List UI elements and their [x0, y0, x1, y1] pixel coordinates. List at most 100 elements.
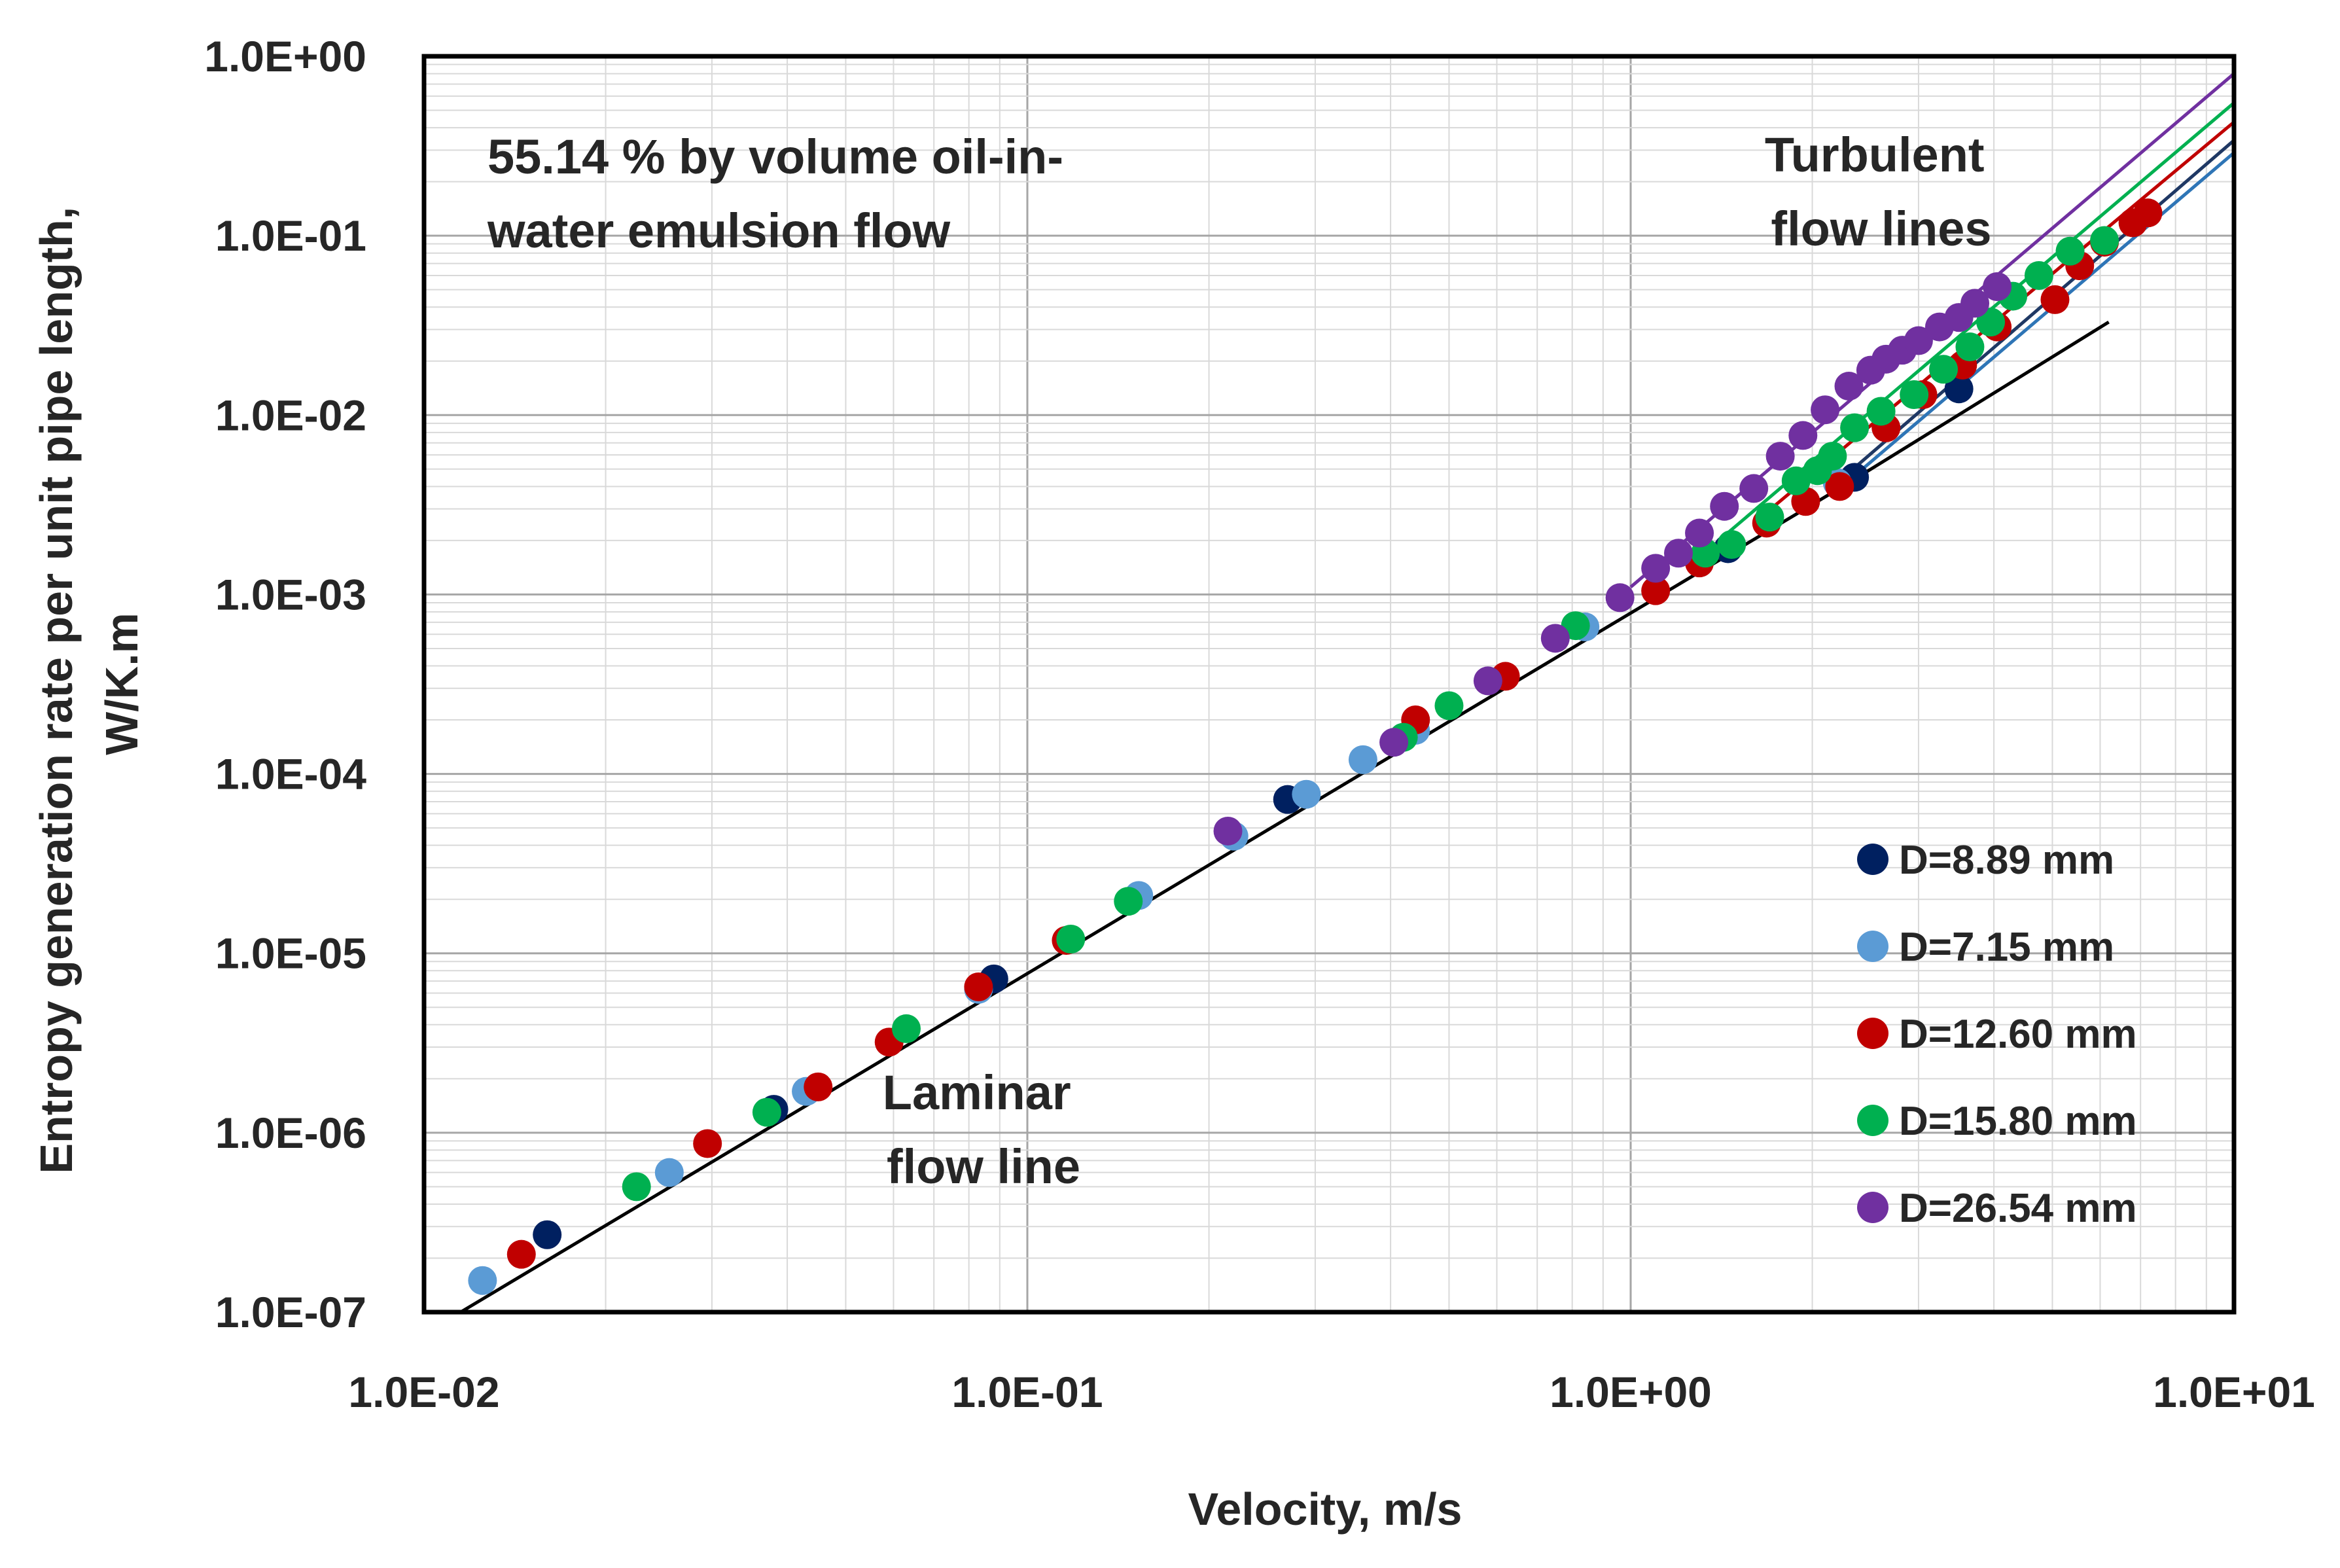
x-tick-label: 1.0E+00 — [1550, 1368, 1712, 1416]
legend-marker — [1857, 1192, 1888, 1223]
data-point — [2133, 198, 2163, 228]
annotation-turbulent-line-2: flow lines — [1771, 202, 1991, 256]
y-tick-label: 1.0E-04 — [215, 750, 366, 798]
data-point — [1904, 326, 1933, 355]
legend-label: D=8.89 mm — [1899, 838, 2114, 883]
annotation-laminar: Laminar flow line — [883, 1065, 1084, 1194]
data-point — [2040, 285, 2070, 314]
x-tick-label: 1.0E-02 — [348, 1368, 499, 1416]
data-point — [1641, 576, 1671, 605]
data-point — [654, 1158, 684, 1187]
data-point — [1900, 380, 1929, 410]
annotation-emulsion-line-2: water emulsion flow — [487, 204, 951, 258]
data-point — [622, 1172, 651, 1202]
laminar-flow-line — [459, 481, 1850, 1314]
data-point — [1739, 474, 1769, 503]
legend-marker — [1857, 1105, 1888, 1136]
data-point — [1605, 583, 1635, 613]
data-point — [1685, 518, 1714, 548]
data-point — [693, 1129, 722, 1158]
data-point — [1292, 779, 1321, 809]
data-point — [1825, 472, 1854, 501]
y-tick-label: 1.0E-01 — [215, 211, 366, 260]
x-tick-label: 1.0E-01 — [951, 1368, 1103, 1416]
data-point — [1213, 816, 1243, 846]
data-point — [1379, 728, 1409, 757]
data-point — [1818, 442, 1847, 471]
data-point — [1540, 624, 1570, 653]
data-point — [468, 1266, 497, 1295]
laminar-extension-line — [1848, 321, 2110, 484]
data-point — [1944, 374, 1974, 404]
data-point — [1710, 491, 1739, 521]
legend-label: D=26.54 mm — [1899, 1186, 2137, 1231]
legend: D=8.89 mm D=7.15 mm D=12.60 mm D=15.80 mm D=… — [1857, 838, 2137, 1231]
turbulent-line-d-8-89-mm — [1836, 139, 2235, 484]
legend-item-d-15-80-mm: D=15.80 mm — [1857, 1099, 2137, 1144]
legend-item-d-7-15-mm: D=7.15 mm — [1857, 925, 2114, 970]
data-point — [752, 1097, 781, 1127]
legend-label: D=7.15 mm — [1899, 925, 2114, 970]
data-point — [1866, 397, 1896, 426]
data-point — [1348, 745, 1377, 774]
x-axis-tick-labels: 1.0E-02 1.0E-01 1.0E+00 1.0E+01 — [348, 1368, 2314, 1416]
legend-marker — [1857, 1018, 1888, 1049]
turbulent-line-d-7-15-mm — [1836, 151, 2235, 492]
data-point — [2055, 236, 2085, 266]
data-point — [506, 1239, 536, 1269]
y-tick-label: 1.0E-06 — [215, 1109, 366, 1157]
y-axis-title: Entropy generation rate per unit pipe le… — [31, 194, 147, 1173]
legend-item-d-12-60-mm: D=12.60 mm — [1857, 1012, 2137, 1057]
data-point — [891, 1014, 921, 1043]
data-point — [2090, 226, 2119, 255]
data-point — [1765, 442, 1795, 471]
data-point — [1811, 395, 1840, 425]
data-point — [1929, 355, 1959, 384]
annotation-laminar-line-1: Laminar — [883, 1065, 1071, 1120]
data-point — [1781, 466, 1811, 495]
annotation-turbulent-line-1: Turbulent — [1765, 128, 1985, 182]
data-point — [804, 1072, 833, 1101]
data-point — [1717, 530, 1746, 560]
y-tick-label: 1.0E-07 — [215, 1288, 366, 1336]
annotation-emulsion-line-1: 55.14 % by volume oil-in- — [488, 130, 1063, 184]
data-points — [468, 198, 2163, 1295]
data-point — [1664, 539, 1693, 568]
data-point — [1960, 289, 1990, 318]
data-point — [1788, 421, 1818, 450]
plot-area-border — [421, 54, 2237, 1315]
y-tick-label: 1.0E-05 — [215, 929, 366, 978]
annotation-laminar-line-2: flow line — [887, 1139, 1080, 1194]
data-point — [1983, 272, 2012, 301]
legend-label: D=15.80 mm — [1899, 1099, 2137, 1144]
grid-lines — [423, 56, 2234, 1313]
legend-item-d-26-54-mm: D=26.54 mm — [1857, 1186, 2137, 1231]
data-point — [1641, 554, 1671, 583]
data-point — [1114, 887, 1143, 916]
data-point — [1955, 332, 1985, 362]
legend-label: D=12.60 mm — [1899, 1012, 2137, 1057]
y-axis-title-line-2: W/K.m — [96, 613, 147, 755]
data-point — [1056, 925, 1086, 954]
data-point — [2024, 260, 2053, 290]
series-d-26-54-mm — [1213, 272, 2012, 846]
y-axis-title-line-1: Entropy generation rate per unit pipe le… — [31, 207, 82, 1174]
data-point — [533, 1220, 562, 1249]
data-point — [1834, 372, 1864, 401]
data-point — [1473, 666, 1502, 696]
data-point — [1840, 413, 1870, 442]
y-tick-label: 1.0E-03 — [215, 570, 366, 618]
x-tick-label: 1.0E+01 — [2153, 1368, 2315, 1416]
x-axis-title: Velocity, m/s — [1188, 1484, 1462, 1535]
annotation-turbulent: Turbulent flow lines — [1765, 128, 1998, 256]
data-point — [1434, 691, 1464, 721]
y-tick-label: 1.0E+00 — [204, 32, 366, 80]
y-tick-label: 1.0E-02 — [215, 391, 366, 439]
legend-item-d-8-89-mm: D=8.89 mm — [1857, 838, 2114, 883]
data-point — [964, 972, 993, 1002]
data-point — [1755, 503, 1784, 532]
annotation-emulsion: 55.14 % by volume oil-in- water emulsion… — [487, 130, 1077, 258]
y-axis-tick-labels: 1.0E+00 1.0E-01 1.0E-02 1.0E-03 1.0E-04 1.0E-… — [204, 32, 366, 1336]
